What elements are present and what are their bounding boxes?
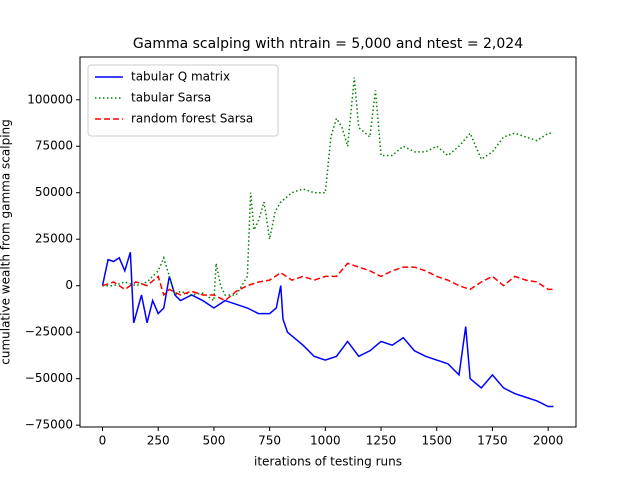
chart-title: Gamma scalping with ntrain = 5,000 and n… [133,36,523,52]
x-tick-label: 1000 [310,434,341,448]
x-axis-label: iterations of testing runs [254,455,402,469]
y-axis-label: cumulative wealth from gamma scalping [0,119,13,365]
x-tick-label: 0 [99,434,107,448]
y-tick-label: 25000 [35,232,73,246]
y-tick-label: 50000 [35,185,73,199]
series-line [101,252,554,408]
x-tick-label: 500 [202,434,225,448]
x-tick-label: 1250 [366,434,397,448]
plot-frame [79,56,577,428]
legend-label: random forest Sarsa [131,112,253,126]
y-tick-label: 100000 [27,92,73,106]
x-tick-label: 2000 [533,434,564,448]
y-tick-label: −50000 [25,371,73,385]
x-tick-label: 250 [147,434,170,448]
x-tick-label: 750 [258,434,281,448]
y-tick-label: −25000 [25,325,73,339]
series-line [102,262,554,302]
legend-label: tabular Q matrix [131,70,230,84]
y-tick-label: 0 [65,278,73,292]
x-tick-label: 1750 [477,434,508,448]
series-line [102,77,554,302]
x-tick-label: 1500 [421,434,452,448]
y-tick-label: −75000 [25,418,73,432]
y-tick-label: 75000 [35,139,73,153]
legend-box [87,64,279,137]
legend-label: tabular Sarsa [131,91,211,105]
